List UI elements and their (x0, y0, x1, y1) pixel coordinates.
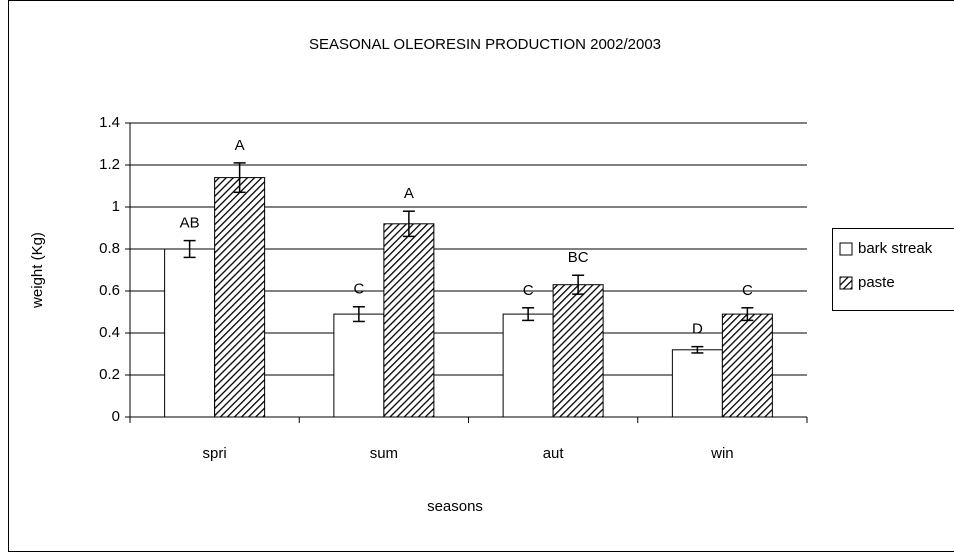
error-bar (233, 162, 246, 194)
legend-box (832, 228, 954, 311)
error-bar (352, 306, 365, 323)
error-bar (741, 307, 754, 322)
significance-label: C (523, 282, 534, 299)
error-bar (522, 307, 535, 322)
legend-swatch (839, 242, 853, 256)
bar (502, 313, 554, 418)
bar (383, 223, 435, 418)
y-tick-label: 0.4 (99, 324, 120, 341)
y-tick-label: 0.8 (99, 240, 120, 257)
significance-label: A (404, 185, 414, 202)
significance-label: BC (568, 249, 589, 266)
y-tick-label: 1.4 (99, 114, 120, 131)
x-tick-label: sum (370, 445, 398, 462)
y-axis-label: weight (Kg) (29, 232, 46, 309)
y-tick-label: 1.2 (99, 156, 120, 173)
significance-label: D (692, 321, 703, 338)
error-bar (402, 210, 415, 238)
bar (214, 177, 266, 418)
y-tick-label: 0.2 (99, 366, 120, 383)
y-tick-label: 1 (112, 198, 120, 215)
x-tick-label: win (710, 445, 734, 462)
y-tick-label: 0 (112, 408, 120, 425)
chart-border (8, 0, 954, 552)
significance-label: C (742, 282, 753, 299)
x-axis-label: seasons (427, 498, 483, 515)
significance-label: AB (180, 215, 200, 232)
error-bar (572, 274, 585, 295)
error-bar (691, 345, 704, 354)
bar (164, 248, 216, 418)
bar (721, 313, 773, 418)
y-tick-label: 0.6 (99, 282, 120, 299)
legend-swatch (839, 276, 853, 290)
error-bar (183, 239, 196, 259)
legend-label: bark streak (858, 240, 933, 257)
significance-label: A (235, 137, 245, 154)
x-tick-label: spri (203, 445, 227, 462)
x-tick-label: aut (543, 445, 565, 462)
significance-label: C (353, 281, 364, 298)
legend-label: paste (858, 274, 895, 291)
chart-title: SEASONAL OLEORESIN PRODUCTION 2002/2003 (309, 36, 661, 53)
bar (552, 284, 604, 418)
bar (333, 313, 385, 418)
bar (671, 349, 723, 418)
